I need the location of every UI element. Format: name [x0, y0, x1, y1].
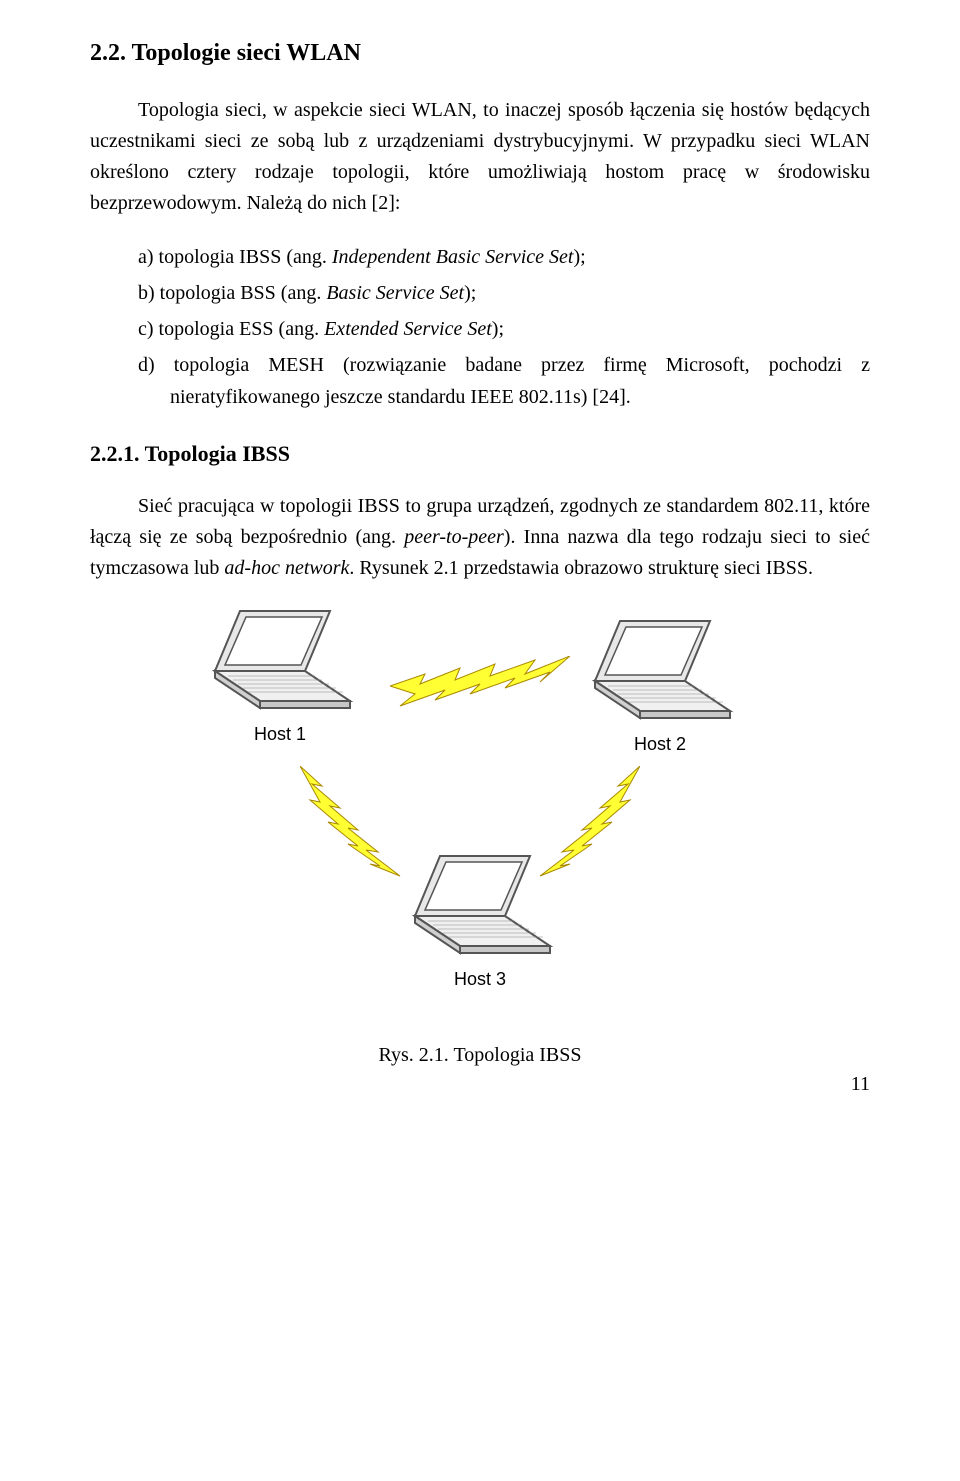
list-prefix: a): [138, 246, 159, 268]
list-item-a: a) topologia IBSS (ang. Independent Basi…: [90, 241, 870, 273]
list-italic: Basic Service Set: [326, 282, 464, 304]
topology-list: a) topologia IBSS (ang. Independent Basi…: [90, 241, 870, 413]
list-prefix: d): [138, 354, 174, 376]
paragraph-ibss: Sieć pracująca w topologii IBSS to grupa…: [90, 491, 870, 584]
list-suffix: );: [492, 318, 504, 340]
page-number: 11: [90, 1073, 870, 1096]
section-heading: 2.2. Topologie sieci WLAN: [90, 40, 870, 67]
list-item-d: d) topologia MESH (rozwiązanie badane pr…: [90, 349, 870, 413]
list-italic: Extended Service Set: [324, 318, 492, 340]
list-prefix: c): [138, 318, 159, 340]
subsection-heading: 2.2.1. Topologia IBSS: [90, 441, 870, 467]
laptop-icon: [200, 606, 360, 736]
list-prefix: b): [138, 282, 160, 304]
list-suffix: );: [464, 282, 476, 304]
para-italic: ad-hoc network: [224, 557, 349, 579]
host-label: Host 3: [400, 969, 560, 990]
host-label: Host 1: [200, 724, 360, 745]
list-text: topologia BSS (ang.: [160, 282, 327, 304]
para-text: . Rysunek 2.1 przedstawia obrazowo struk…: [349, 557, 813, 579]
paragraph-intro: Topologia sieci, w aspekcie sieci WLAN, …: [90, 95, 870, 219]
wave-icon: [390, 656, 570, 716]
page: 2.2. Topologie sieci WLAN Topologia siec…: [0, 0, 960, 1126]
list-suffix: );: [573, 246, 585, 268]
list-text: topologia ESS (ang.: [159, 318, 325, 340]
laptop-icon: [400, 851, 560, 981]
laptop-icon: [580, 616, 740, 746]
list-text: topologia MESH (rozwiązanie badane przez…: [170, 354, 870, 408]
list-item-c: c) topologia ESS (ang. Extended Service …: [90, 313, 870, 345]
para-italic: peer-to-peer: [404, 526, 504, 548]
list-item-b: b) topologia BSS (ang. Basic Service Set…: [90, 277, 870, 309]
list-italic: Independent Basic Service Set: [332, 246, 574, 268]
figure-caption: Rys. 2.1. Topologia IBSS: [90, 1044, 870, 1067]
list-text: topologia IBSS (ang.: [159, 246, 332, 268]
host-label: Host 2: [580, 734, 740, 755]
ibss-diagram: Host 1 Host 2: [160, 606, 800, 1026]
